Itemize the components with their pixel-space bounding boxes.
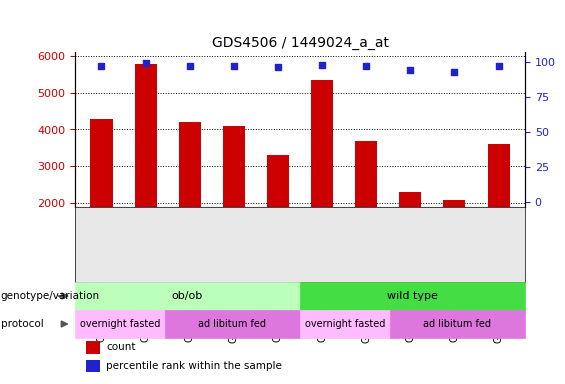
Point xyxy=(273,65,282,71)
Text: wild type: wild type xyxy=(387,291,438,301)
Text: overnight fasted: overnight fasted xyxy=(305,319,385,329)
Bar xyxy=(311,79,333,207)
Text: genotype/variation: genotype/variation xyxy=(1,291,99,301)
Point xyxy=(362,63,371,69)
Point xyxy=(406,67,415,73)
Text: ad libitum fed: ad libitum fed xyxy=(424,319,492,329)
Bar xyxy=(444,200,466,207)
Point xyxy=(318,61,327,68)
Bar xyxy=(179,122,201,207)
Bar xyxy=(488,144,510,207)
Title: GDS4506 / 1449024_a_at: GDS4506 / 1449024_a_at xyxy=(211,36,389,50)
Bar xyxy=(399,192,421,207)
Point xyxy=(185,63,194,69)
Text: ad libitum fed: ad libitum fed xyxy=(198,319,267,329)
Text: percentile rank within the sample: percentile rank within the sample xyxy=(106,361,282,371)
Point xyxy=(229,63,238,69)
Text: overnight fasted: overnight fasted xyxy=(80,319,160,329)
Bar xyxy=(267,156,289,207)
Text: count: count xyxy=(106,343,136,353)
Text: ob/ob: ob/ob xyxy=(172,291,203,301)
Point xyxy=(97,63,106,69)
Bar xyxy=(355,141,377,207)
Point xyxy=(141,60,150,66)
Bar xyxy=(223,126,245,207)
Point xyxy=(494,63,503,69)
Text: protocol: protocol xyxy=(1,319,44,329)
Bar xyxy=(90,119,112,207)
Bar xyxy=(134,64,157,207)
Point xyxy=(450,69,459,75)
